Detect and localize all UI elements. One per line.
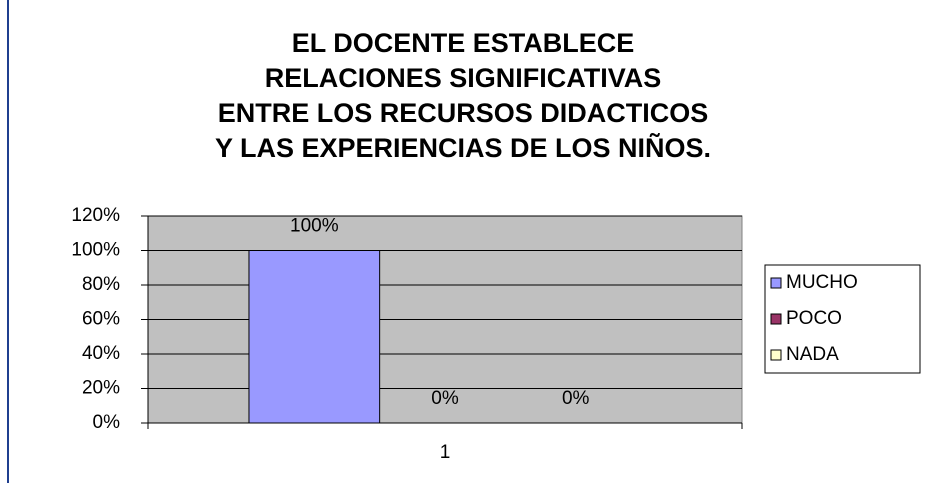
legend-box xyxy=(764,264,921,374)
data-label: 100% xyxy=(290,216,339,237)
y-tick-label: 80% xyxy=(82,274,120,295)
y-tick-label: 100% xyxy=(71,240,120,261)
y-tick-label: 20% xyxy=(82,378,120,399)
chart-title: EL DOCENTE ESTABLECE xyxy=(292,28,635,58)
x-tick-label: 1 xyxy=(440,442,451,463)
chart-title: RELACIONES SIGNIFICATIVAS xyxy=(265,63,662,93)
chart-title: Y LAS EXPERIENCIAS DE LOS NIÑOS. xyxy=(215,132,711,163)
data-label: 0% xyxy=(431,388,459,409)
legend-swatch xyxy=(770,277,782,289)
data-label: 0% xyxy=(562,388,590,409)
y-tick-label: 0% xyxy=(93,412,121,433)
chart-title: ENTRE LOS RECURSOS DIDACTICOS xyxy=(218,98,709,128)
legend-swatch xyxy=(770,349,782,361)
legend-label: MUCHO xyxy=(786,272,858,293)
bar xyxy=(248,250,381,424)
y-tick-label: 40% xyxy=(82,343,120,364)
y-tick-label: 120% xyxy=(71,205,120,226)
y-tick-label: 60% xyxy=(82,309,120,330)
legend-swatch xyxy=(770,313,782,325)
legend-label: POCO xyxy=(786,308,842,329)
legend-label: NADA xyxy=(786,344,839,365)
